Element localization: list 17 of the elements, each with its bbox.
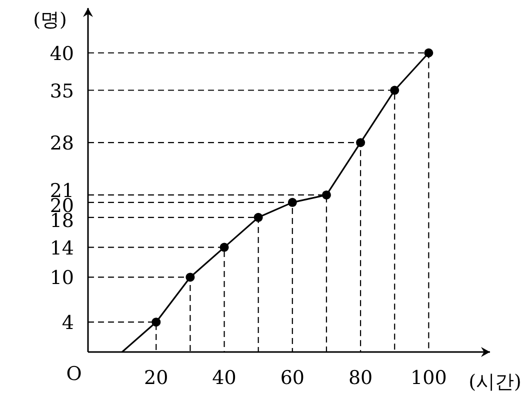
y-tick-label: 10 (50, 267, 74, 290)
y-tick-label: 14 (50, 237, 74, 260)
y-tick-label: 4 (62, 312, 74, 334)
x-tick-label: 40 (212, 367, 236, 389)
x-axis-title: (시간) (468, 371, 522, 393)
x-tick-label: 80 (348, 367, 373, 389)
y-tick-label: 28 (50, 132, 74, 155)
point (322, 190, 331, 200)
text: O (66, 363, 82, 385)
x-tick-label: 60 (280, 367, 304, 389)
y-axis-title: (명) (33, 9, 67, 31)
x-tick-label: 100 (410, 367, 447, 389)
y-tick-label: 40 (50, 42, 74, 65)
point (152, 318, 161, 327)
point (288, 198, 297, 207)
x-tick-label: 20 (144, 367, 168, 389)
y-tick-label: 35 (50, 80, 74, 102)
